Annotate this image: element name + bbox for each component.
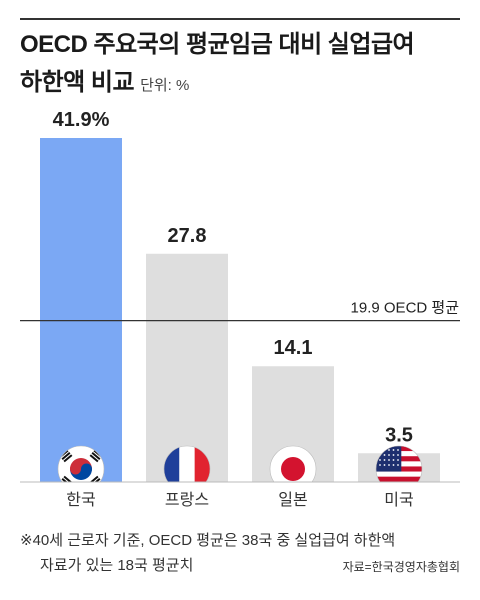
chart-title: OECD 주요국의 평균임금 대비 실업급여 하한액 비교 단위: % bbox=[20, 26, 460, 105]
oecd-average-label: 19.9 OECD 평균 bbox=[351, 300, 460, 317]
bar-2 bbox=[146, 253, 228, 482]
value-label-2: 27.8 bbox=[168, 225, 207, 247]
value-label-4: 3.5 bbox=[385, 424, 413, 446]
source-label: 자료=한국경영자총협회 bbox=[342, 560, 460, 574]
footnote-line-2: 자료가 있는 18국 평균치 bbox=[40, 557, 194, 574]
footnote-line-1: ※40세 근로자 기준, OECD 평균은 38국 중 실업급여 하한액 bbox=[20, 532, 396, 549]
category-label-1: 한국 bbox=[66, 491, 95, 509]
value-label-1: 41.9% bbox=[53, 109, 110, 131]
usa-flag-icon bbox=[376, 446, 422, 482]
footnote: ※40세 근로자 기준, OECD 평균은 38국 중 실업급여 하한액 자료가… bbox=[20, 528, 465, 578]
title-line-1: OECD 주요국의 평균임금 대비 실업급여 bbox=[20, 31, 415, 58]
category-label-3: 일본 bbox=[278, 491, 307, 509]
top-rule bbox=[20, 18, 460, 20]
unit-label: 단위: % bbox=[140, 77, 190, 94]
category-label-2: 프랑스 bbox=[165, 491, 209, 509]
bar-1 bbox=[40, 138, 122, 482]
title-line-2: 하한액 비교 bbox=[20, 69, 135, 96]
value-label-3: 14.1 bbox=[274, 337, 313, 359]
category-label-4: 미국 bbox=[384, 491, 413, 509]
